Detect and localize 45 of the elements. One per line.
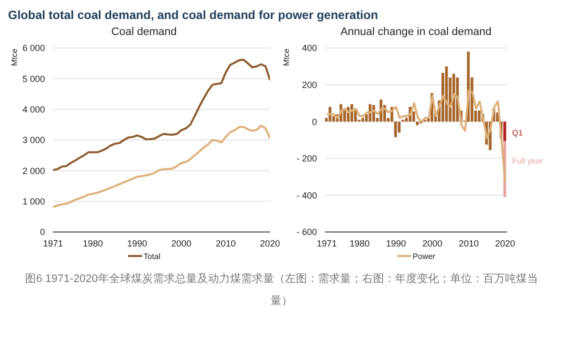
x-tick-label: 2020 xyxy=(495,238,516,248)
bar xyxy=(445,66,448,122)
y-tick-label: 3 000 xyxy=(22,135,45,146)
x-tick-label: 1990 xyxy=(127,238,148,248)
bar xyxy=(478,110,481,122)
y-tick-label: 0 xyxy=(312,116,317,127)
y-tick-label: 0 xyxy=(40,227,45,238)
x-tick-label: 2010 xyxy=(458,238,479,248)
bar xyxy=(394,122,397,138)
y-tick-label: 6 000 xyxy=(22,43,45,54)
legend-label: Total xyxy=(142,250,160,262)
line-series xyxy=(53,58,270,172)
chart-subtitle: Coal demand xyxy=(110,26,178,40)
bar xyxy=(503,122,506,141)
y-axis-title: Mtce xyxy=(282,48,291,66)
caption: 图6 1971-2020年全球煤炭需求总量及动力煤需求量（左图：需求量；右图：年度变化；单位：百万吨煤当量） xyxy=(24,272,539,309)
line-series xyxy=(326,89,506,184)
x-tick-label: 2010 xyxy=(216,238,236,248)
series-label: Q1 xyxy=(512,128,524,138)
x-tick-label: 1971 xyxy=(316,238,337,248)
y-tick-label: 4 000 xyxy=(22,104,45,115)
chart-title: Global total coal demand, and coal demand for power generation xyxy=(8,8,380,24)
x-tick-label: 1980 xyxy=(350,238,370,248)
y-tick-label: 5 000 xyxy=(22,74,45,84)
y-tick-label: 1 000 xyxy=(22,196,45,207)
y-tick-label: 2 000 xyxy=(22,166,45,176)
y-tick-label: - 200 xyxy=(296,154,317,164)
x-tick-label: 2000 xyxy=(422,238,442,248)
bar xyxy=(416,122,419,126)
x-tick-label: 1980 xyxy=(82,238,103,248)
x-tick-label: 1990 xyxy=(386,238,406,248)
series-label: Full year xyxy=(512,156,544,166)
y-tick-label: 200 xyxy=(302,80,317,90)
x-tick-label: 2000 xyxy=(171,238,192,248)
y-tick-label: - 600 xyxy=(296,227,317,238)
y-tick-label: 400 xyxy=(302,43,317,54)
x-tick-label: 1971 xyxy=(42,238,64,248)
line-series xyxy=(53,124,270,208)
bar xyxy=(412,111,416,122)
y-tick-label: - 400 xyxy=(296,190,317,200)
y-axis-title: Mtce xyxy=(10,48,19,66)
legend-label: Power xyxy=(412,250,436,262)
chart-title: Annual change in coal demand xyxy=(339,26,493,40)
x-tick-label: 2020 xyxy=(260,238,280,248)
bar xyxy=(398,122,401,133)
